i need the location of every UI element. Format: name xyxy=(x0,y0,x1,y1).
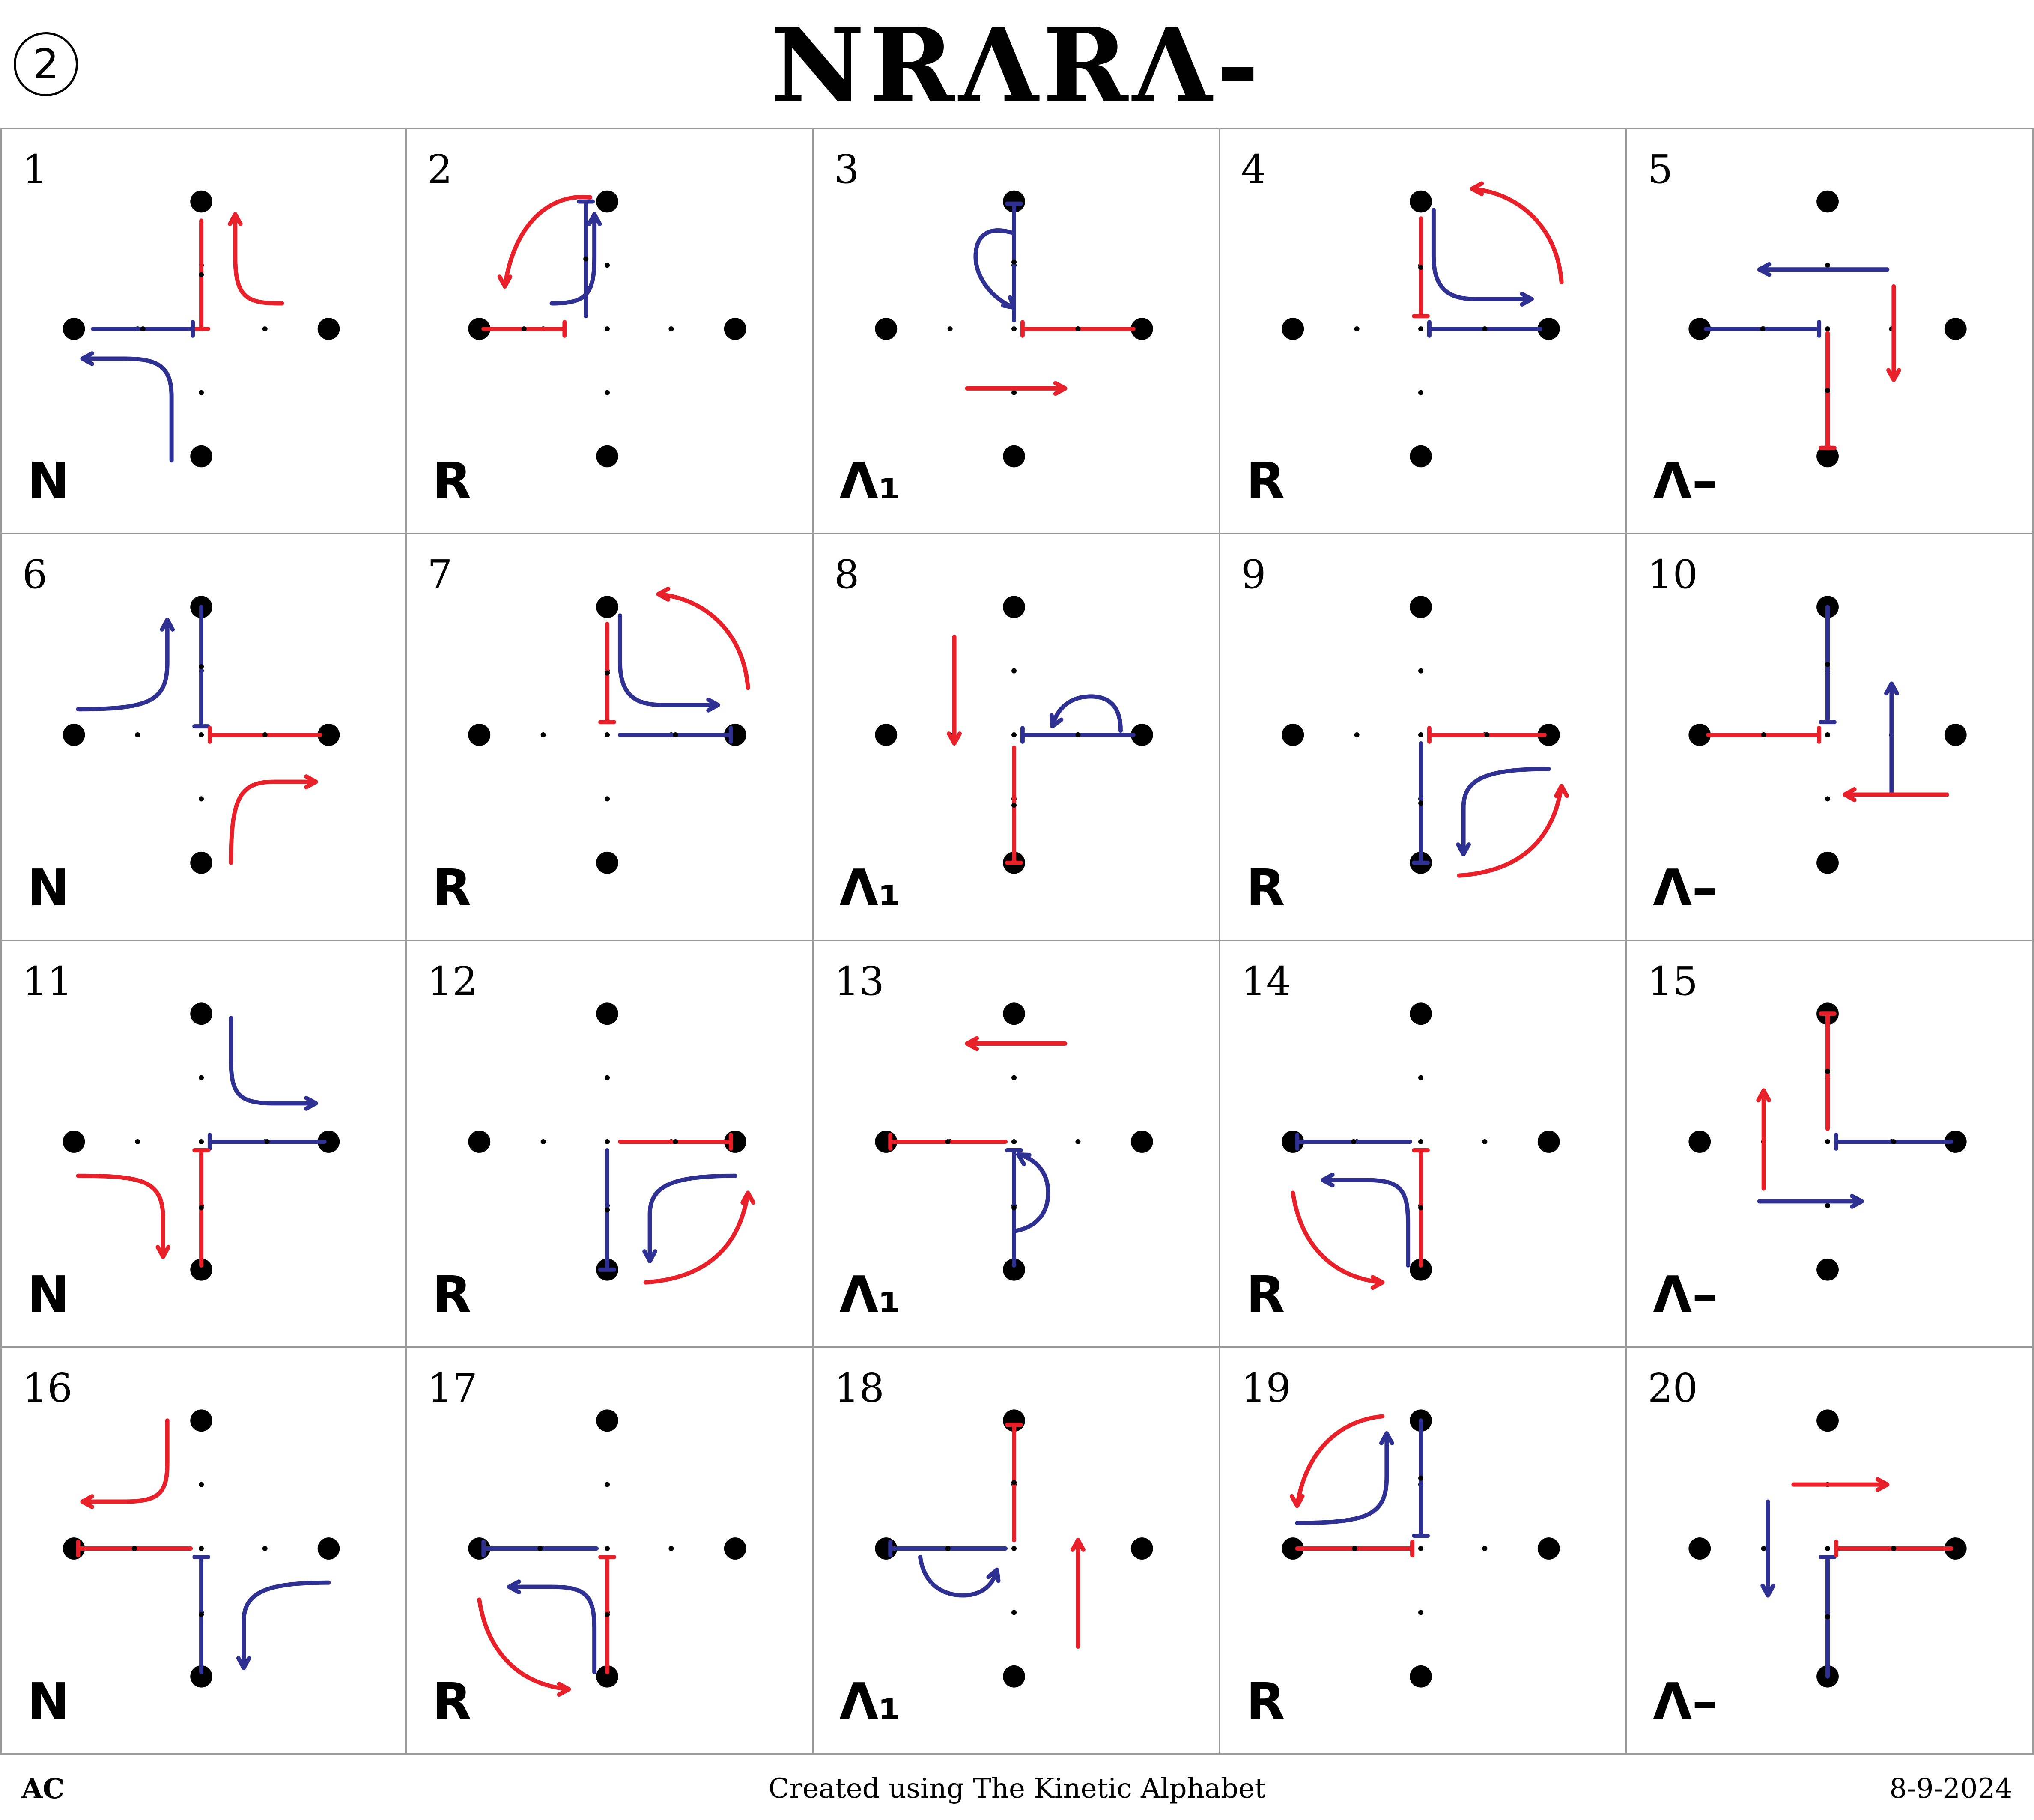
panel-label: Λ₁ xyxy=(839,858,901,917)
panel-diagram xyxy=(63,190,340,468)
panel-diagram xyxy=(468,190,746,468)
page-title: NRΛRΛ- xyxy=(770,5,1264,126)
panel-diagram xyxy=(1688,1002,1967,1281)
panel-label: Λ– xyxy=(1653,858,1718,917)
panel-label: Λ₁ xyxy=(839,451,901,510)
panel-number: 20 xyxy=(1648,1365,1698,1411)
footer: AC Created using The Kinetic Alphabet 8-… xyxy=(0,1755,2034,1820)
panel-number: 1 xyxy=(22,146,48,192)
panel-label: R xyxy=(432,858,471,917)
panel-label: R xyxy=(1246,1672,1285,1731)
panel-14: 14 R xyxy=(1220,941,1627,1348)
panel-label: Λ₁ xyxy=(839,1265,901,1324)
panel-label: Λ– xyxy=(1653,1672,1718,1731)
panel-label: Λ– xyxy=(1653,1265,1718,1324)
panel-10: 10 Λ– xyxy=(1627,534,2034,941)
panel-diagram xyxy=(1282,181,1564,468)
panel-number: 7 xyxy=(427,552,453,597)
panel-16: 16 N xyxy=(0,1348,407,1755)
panel-number: 15 xyxy=(1648,958,1698,1004)
panel-diagram xyxy=(63,596,340,874)
panel-diagram xyxy=(1282,596,1569,878)
panel-diagram xyxy=(63,1409,340,1688)
panel-label: R xyxy=(1246,1265,1285,1324)
panel-18: 18 Λ₁ xyxy=(814,1348,1220,1755)
panel-diagram xyxy=(1688,1409,1967,1688)
panel-label: N xyxy=(27,1672,70,1731)
panel-diagram xyxy=(875,1002,1153,1281)
header: 2 NRΛRΛ- xyxy=(0,0,2034,128)
panel-label: Λ₁ xyxy=(839,1672,901,1731)
panel-17: 17 R xyxy=(407,1348,814,1755)
date-text: 8-9-2024 xyxy=(1889,1773,2013,1805)
panel-diagram xyxy=(468,587,750,874)
panel-diagram xyxy=(63,1002,340,1281)
panel-number: 13 xyxy=(834,958,885,1004)
panel-number: 19 xyxy=(1241,1365,1291,1411)
panel-label: R xyxy=(432,1672,471,1731)
panel-diagram xyxy=(1688,190,1967,468)
panel-number: 14 xyxy=(1241,958,1291,1004)
panel-19: 19 R xyxy=(1220,1348,1627,1755)
panel-number: 9 xyxy=(1241,552,1266,597)
panel-20: 20 Λ– xyxy=(1627,1348,2034,1755)
panel-label: R xyxy=(1246,451,1285,510)
panel-number: 8 xyxy=(834,552,859,597)
panel-number: 12 xyxy=(427,958,478,1004)
page-number-badge: 2 xyxy=(14,32,78,96)
panel-diagram xyxy=(1282,1409,1560,1688)
move-grid: 1 N 2 R 3 Λ₁ 4 R 5 Λ– 6 N 7 R 8 Λ₁ 9 R 10 Λ– 11 N 12 R 13 Λ₁ 14 R 15… xyxy=(0,128,2034,1755)
panel-number: 6 xyxy=(22,552,48,597)
panel-number: 2 xyxy=(427,146,453,192)
panel-diagram xyxy=(875,190,1153,468)
panel-12: 12 R xyxy=(407,941,814,1348)
panel-13: 13 Λ₁ xyxy=(814,941,1220,1348)
panel-number: 5 xyxy=(1648,146,1673,192)
panel-label: Λ– xyxy=(1653,451,1718,510)
panel-diagram xyxy=(875,596,1153,874)
panel-diagram xyxy=(468,1409,746,1697)
panel-number: 11 xyxy=(22,958,73,1004)
panel-diagram xyxy=(875,1409,1153,1688)
panel-label: N xyxy=(27,1265,70,1324)
panel-number: 17 xyxy=(427,1365,478,1411)
panel-label: N xyxy=(27,451,70,510)
panel-3: 3 Λ₁ xyxy=(814,128,1220,534)
panel-diagram xyxy=(468,1002,756,1285)
panel-label: N xyxy=(27,858,70,917)
panel-diagram xyxy=(1688,596,1967,874)
panel-8: 8 Λ₁ xyxy=(814,534,1220,941)
panel-5: 5 Λ– xyxy=(1627,128,2034,534)
panel-label: R xyxy=(432,1265,471,1324)
panel-11: 11 N xyxy=(0,941,407,1348)
panel-diagram xyxy=(1282,1002,1560,1290)
panel-label: R xyxy=(432,451,471,510)
panel-number: 16 xyxy=(22,1365,73,1411)
panel-number: 18 xyxy=(834,1365,885,1411)
credit-text: Created using The Kinetic Alphabet xyxy=(768,1773,1266,1805)
panel-label: R xyxy=(1246,858,1285,917)
panel-number: 10 xyxy=(1648,552,1698,597)
author-initials: AC xyxy=(21,1773,65,1805)
panel-number: 3 xyxy=(834,146,859,192)
panel-number: 4 xyxy=(1241,146,1266,192)
panel-15: 15 Λ– xyxy=(1627,941,2034,1348)
